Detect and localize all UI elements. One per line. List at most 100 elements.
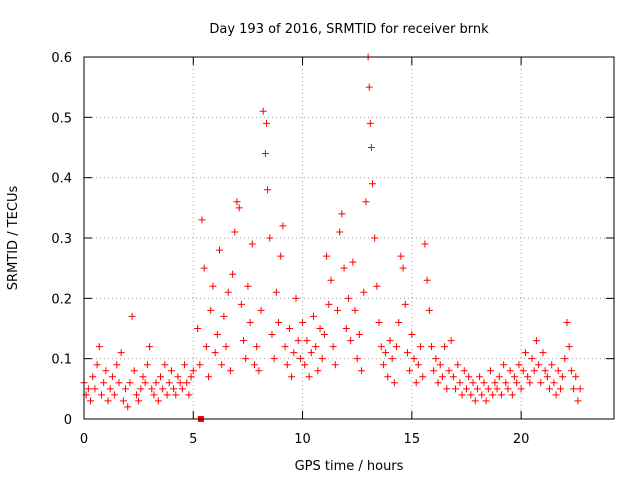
data-point xyxy=(495,373,503,381)
data-point xyxy=(432,355,440,363)
data-point xyxy=(156,373,164,381)
data-point xyxy=(421,240,429,248)
data-point xyxy=(454,361,462,369)
data-point xyxy=(209,282,217,290)
data-point xyxy=(294,337,302,345)
data-point xyxy=(244,282,252,290)
data-point xyxy=(288,373,296,381)
data-point xyxy=(377,343,385,351)
data-point xyxy=(563,318,571,326)
data-point xyxy=(250,361,258,369)
data-point xyxy=(561,355,569,363)
data-point xyxy=(303,337,311,345)
data-point xyxy=(135,397,143,405)
data-point xyxy=(449,373,457,381)
data-point xyxy=(399,264,407,272)
data-point xyxy=(202,343,210,351)
data-point xyxy=(301,361,309,369)
data-point xyxy=(530,367,538,375)
data-point xyxy=(87,397,95,405)
data-point xyxy=(183,379,191,387)
data-point xyxy=(194,325,202,332)
data-point xyxy=(283,361,291,369)
data-point xyxy=(471,397,479,405)
data-point xyxy=(255,367,263,375)
data-point xyxy=(119,397,127,405)
data-point xyxy=(266,234,274,242)
data-point xyxy=(240,337,248,345)
data-point xyxy=(150,391,158,399)
data-point xyxy=(379,361,387,369)
data-point xyxy=(462,385,470,393)
data-point xyxy=(246,318,254,326)
data-point xyxy=(362,198,370,206)
data-point xyxy=(235,204,243,212)
data-point xyxy=(113,361,121,369)
data-point xyxy=(567,367,575,375)
data-point xyxy=(181,361,189,369)
data-point xyxy=(205,373,213,381)
data-point xyxy=(511,373,519,381)
data-point xyxy=(419,373,427,381)
data-point xyxy=(141,379,149,387)
data-point xyxy=(93,361,101,369)
data-point xyxy=(570,385,578,393)
data-point xyxy=(556,385,564,393)
data-point xyxy=(174,373,182,381)
data-point xyxy=(366,119,374,127)
y-tick-label: 0.1 xyxy=(51,353,72,368)
y-tick-label: 0.6 xyxy=(51,51,72,66)
data-point xyxy=(163,391,171,399)
y-tick-label: 0.2 xyxy=(51,292,72,307)
x-axis-label: GPS time / hours xyxy=(295,459,404,474)
data-point xyxy=(526,379,534,387)
data-point xyxy=(318,355,326,363)
y-tick-label: 0.5 xyxy=(51,111,72,126)
data-point xyxy=(360,288,368,296)
data-point xyxy=(196,361,204,369)
data-point xyxy=(349,258,357,266)
data-point xyxy=(524,373,532,381)
data-point xyxy=(104,397,112,405)
data-point xyxy=(347,337,355,345)
data-point xyxy=(414,361,422,369)
data-point xyxy=(445,367,453,375)
data-point xyxy=(382,349,390,357)
data-point xyxy=(264,186,272,194)
data-point xyxy=(489,391,497,399)
data-point xyxy=(554,367,562,375)
data-point xyxy=(292,294,300,302)
data-point xyxy=(336,228,344,236)
data-point xyxy=(532,337,540,345)
data-point xyxy=(262,119,270,127)
data-point xyxy=(222,343,230,351)
x-tick-label: 0 xyxy=(80,432,88,447)
data-point xyxy=(132,391,140,399)
data-point xyxy=(185,391,193,399)
data-point xyxy=(216,246,224,254)
data-point xyxy=(189,367,197,375)
data-point xyxy=(261,150,269,158)
data-point xyxy=(299,318,307,326)
data-point xyxy=(487,367,495,375)
data-point xyxy=(436,361,444,369)
data-point xyxy=(130,367,138,375)
data-point xyxy=(285,325,293,332)
data-point xyxy=(296,355,304,363)
data-point xyxy=(329,343,337,351)
data-point xyxy=(237,300,245,308)
data-point xyxy=(226,367,234,375)
data-point xyxy=(102,367,110,375)
data-point xyxy=(331,361,339,369)
data-point xyxy=(434,379,442,387)
y-tick-label: 0.3 xyxy=(51,232,72,247)
x-tick-label: 20 xyxy=(513,432,530,447)
data-point xyxy=(128,312,136,320)
data-point xyxy=(148,385,156,393)
data-point xyxy=(441,343,449,351)
data-point xyxy=(384,373,392,381)
data-point xyxy=(576,385,584,393)
data-point xyxy=(213,331,221,339)
data-point xyxy=(139,373,147,381)
